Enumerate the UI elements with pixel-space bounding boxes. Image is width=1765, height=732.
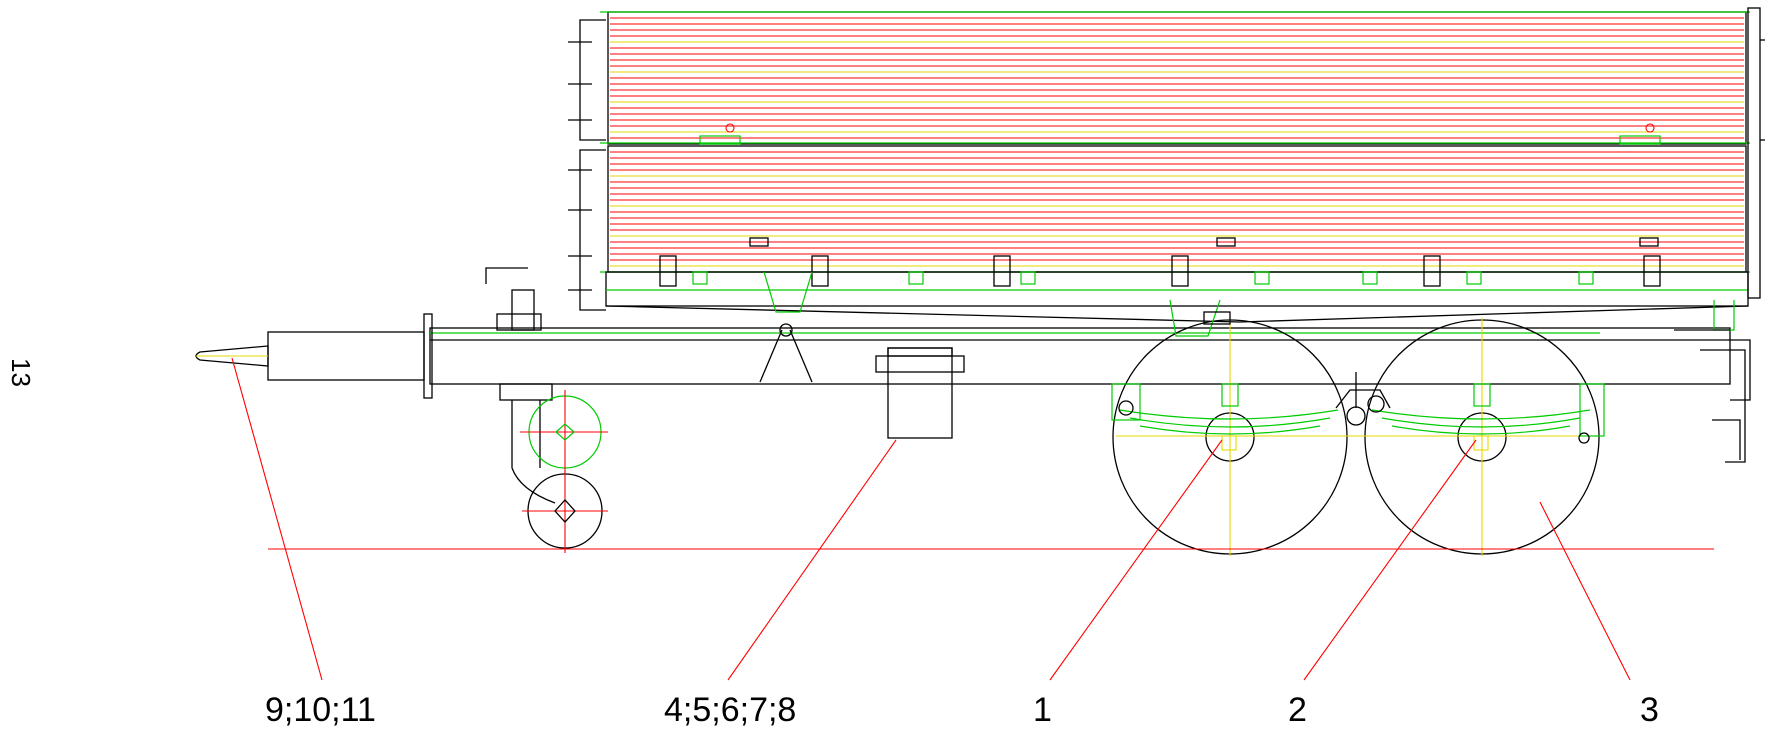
lower-side-board xyxy=(607,145,1747,273)
hinge-fittings xyxy=(699,123,1661,145)
lower-board-lines xyxy=(610,151,1744,267)
front-ladder xyxy=(568,19,606,311)
stake-pocket xyxy=(1423,255,1441,287)
callout-wheel: 3 xyxy=(1640,691,1659,729)
stake-pocket xyxy=(1171,255,1189,287)
body-floor-frame xyxy=(605,271,1749,307)
floor-bracket xyxy=(1020,271,1036,285)
floor-bracket xyxy=(1578,271,1594,285)
floor-bracket xyxy=(1466,271,1482,285)
drawbar-tube xyxy=(267,331,425,381)
callout-towing-eye: 9;10;11 xyxy=(265,691,376,729)
drawbar-flange xyxy=(423,313,433,399)
upper-board-lines xyxy=(610,17,1744,139)
leader-wheel xyxy=(1539,501,1631,681)
cargo-body xyxy=(568,7,1765,323)
stake-pocket xyxy=(659,255,677,287)
main-frame-rail xyxy=(429,327,1731,385)
callout-rear-axle: 2 xyxy=(1288,691,1307,729)
page-number: 13 xyxy=(6,358,36,387)
stake-pocket xyxy=(1643,255,1661,287)
hydraulic-tank xyxy=(875,347,965,439)
jockey-wheel-lowered xyxy=(511,467,608,553)
rear-end-posts xyxy=(1747,7,1765,299)
leader-hydraulic-tank xyxy=(727,439,897,681)
support-jack xyxy=(485,267,553,468)
leader-rear-axle xyxy=(1303,439,1477,681)
chassis-frame xyxy=(195,313,1751,463)
floor-bracket xyxy=(1362,271,1378,285)
floor-bracket xyxy=(692,271,708,285)
stake-pocket xyxy=(993,255,1011,287)
leader-front-axle xyxy=(1049,439,1223,681)
floor-bracket xyxy=(1254,271,1270,285)
tipping-ram-support xyxy=(759,271,813,383)
floor-bracket xyxy=(908,271,924,285)
stake-pocket xyxy=(811,255,829,287)
jockey-wheel-raised xyxy=(520,390,608,474)
callout-hydraulic-tank: 4;5;6;7;8 xyxy=(664,691,796,729)
stake-pockets xyxy=(659,255,1661,287)
callout-front-axle: 1 xyxy=(1033,691,1052,729)
callout-leaders xyxy=(231,357,1631,681)
axle-assembly xyxy=(1111,299,1735,556)
leader-towing-eye xyxy=(231,357,323,681)
